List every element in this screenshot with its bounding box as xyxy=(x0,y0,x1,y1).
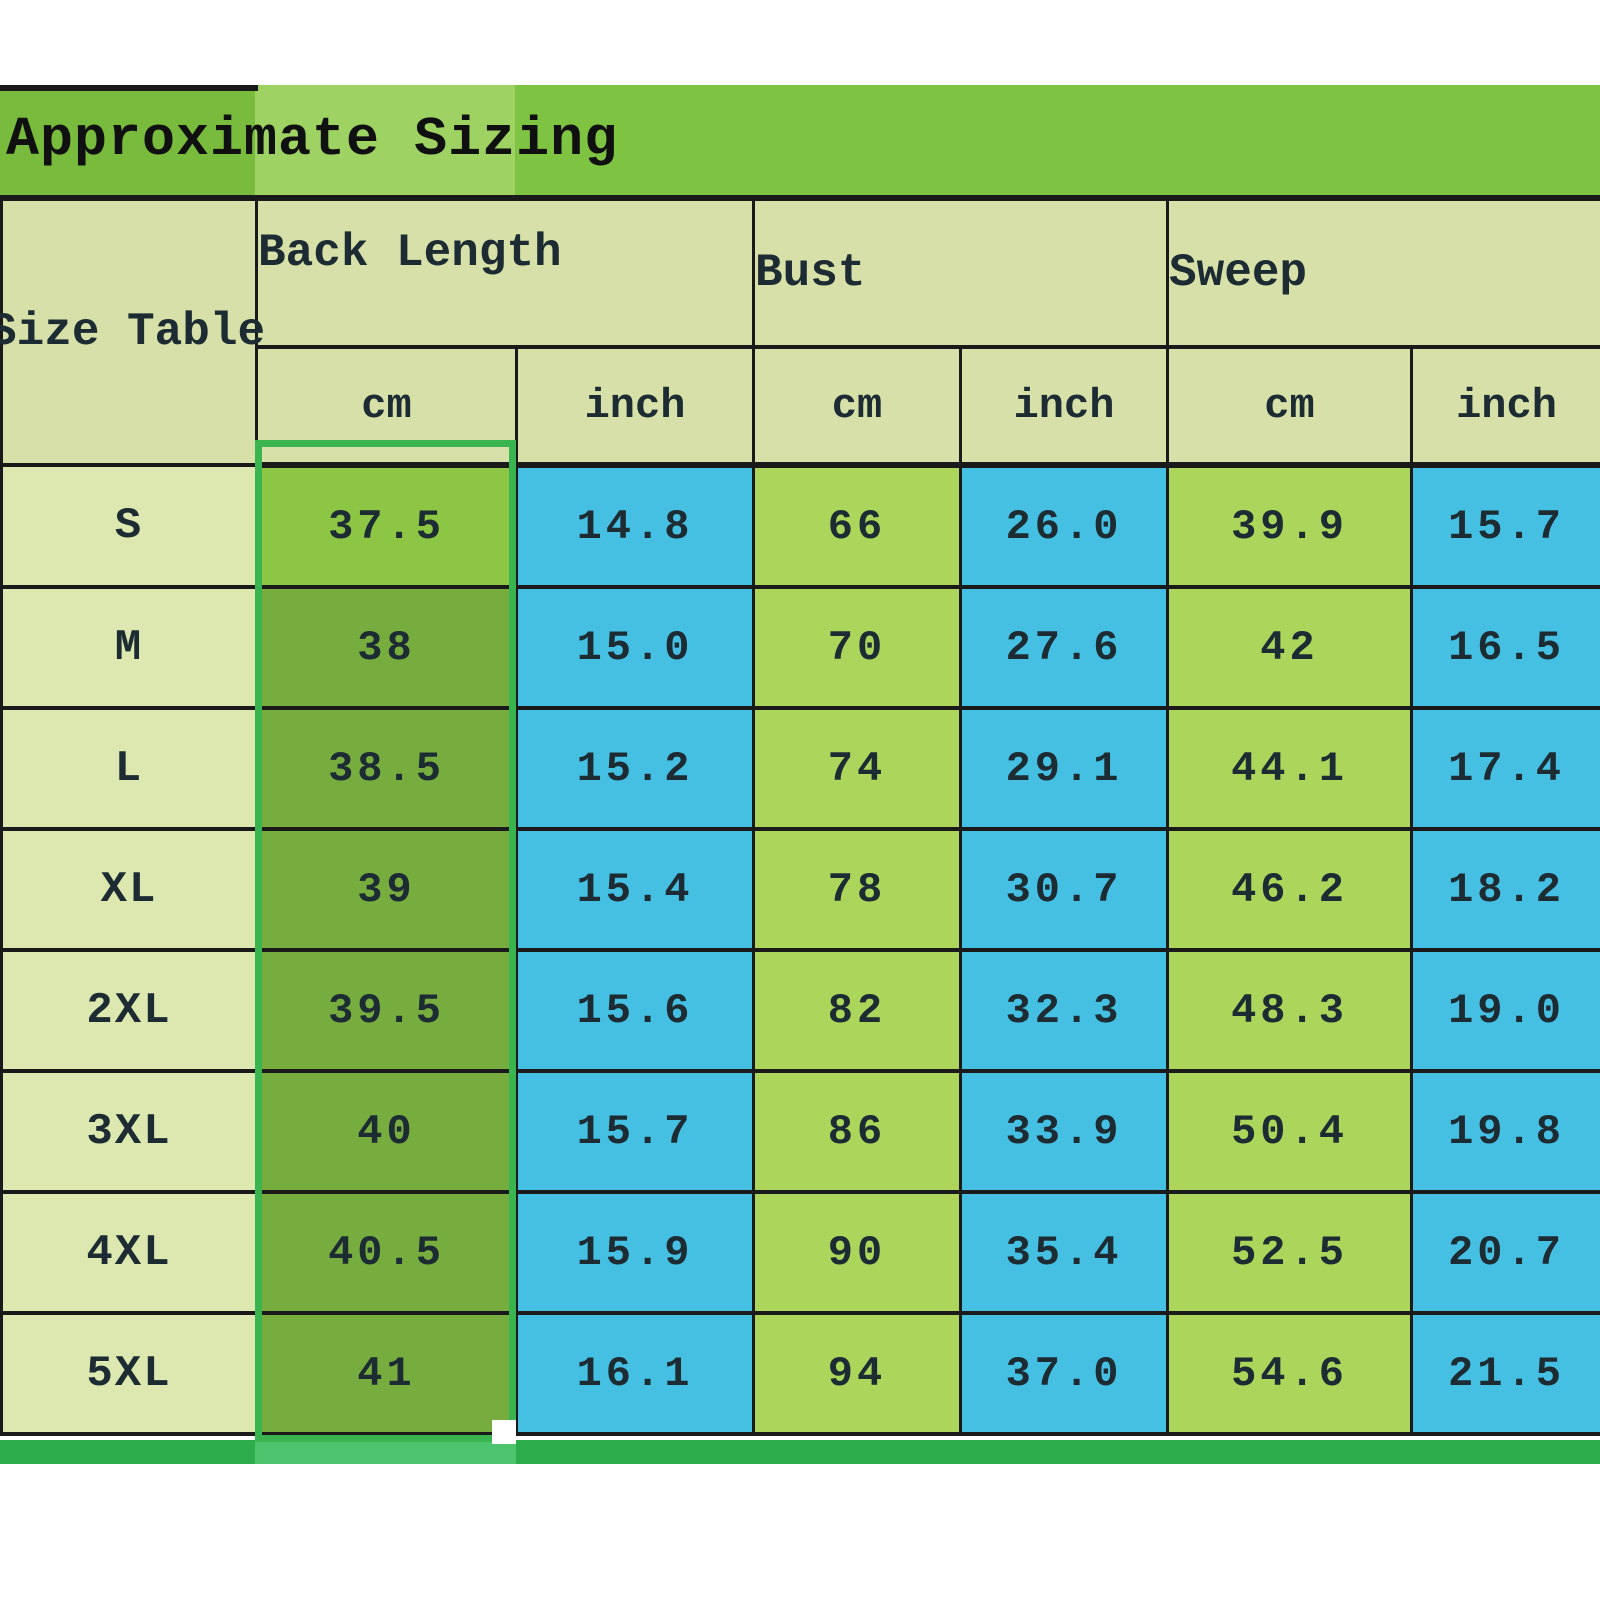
sizing-table: Size Table Back Length Bust Sweep cm inc… xyxy=(0,195,1600,1436)
table-row: 3XL 40 15.7 86 33.9 50.4 19.8 xyxy=(0,1069,1600,1194)
corner-header-size-table: Size Table xyxy=(0,195,265,467)
data-cell: 39.5 xyxy=(255,948,518,1073)
data-cell: 15.4 xyxy=(515,827,755,952)
size-label-cell: S xyxy=(0,463,258,589)
size-label-cell: 5XL xyxy=(0,1311,258,1436)
data-cell: 48.3 xyxy=(1166,948,1414,1073)
table-row: M 38 15.0 70 27.6 42 16.5 xyxy=(0,585,1600,710)
data-cell: 39.9 xyxy=(1166,463,1414,589)
data-cell: 90 xyxy=(752,1190,962,1315)
size-label-cell: M xyxy=(0,585,258,710)
title-bar-light-band xyxy=(255,85,515,195)
data-cell: 15.7 xyxy=(1410,463,1600,589)
data-cell: 46.2 xyxy=(1166,827,1414,952)
data-cell: 15.0 xyxy=(515,585,755,710)
data-cell: 16.5 xyxy=(1410,585,1600,710)
data-cell: 19.8 xyxy=(1410,1069,1600,1194)
unit-header-cm: cm xyxy=(255,345,518,468)
data-cell: 94 xyxy=(752,1311,962,1436)
unit-header-inch: inch xyxy=(515,345,755,468)
unit-header-inch: inch xyxy=(1410,345,1600,468)
data-cell: 15.7 xyxy=(515,1069,755,1194)
group-header-back-length: Back Length xyxy=(255,195,755,349)
data-cell: 50.4 xyxy=(1166,1069,1414,1194)
size-label-cell: XL xyxy=(0,827,258,952)
data-cell: 18.2 xyxy=(1410,827,1600,952)
size-label-cell: L xyxy=(0,706,258,831)
data-cell: 74 xyxy=(752,706,962,831)
data-cell: 78 xyxy=(752,827,962,952)
data-cell: 21.5 xyxy=(1410,1311,1600,1436)
bottom-strip-highlight xyxy=(255,1440,516,1464)
bottom-green-strip xyxy=(0,1440,1600,1464)
data-cell: 39 xyxy=(255,827,518,952)
data-cell: 82 xyxy=(752,948,962,1073)
data-cell: 15.2 xyxy=(515,706,755,831)
data-cell: 40.5 xyxy=(255,1190,518,1315)
data-cell: 19.0 xyxy=(1410,948,1600,1073)
data-cell: 27.6 xyxy=(958,585,1170,710)
data-cell: 86 xyxy=(752,1069,962,1194)
data-cell: 30.7 xyxy=(958,827,1170,952)
data-cell: 33.9 xyxy=(958,1069,1170,1194)
data-cell: 20.7 xyxy=(1410,1190,1600,1315)
data-cell: 44.1 xyxy=(1166,706,1414,831)
table-row: L 38.5 15.2 74 29.1 44.1 17.4 xyxy=(0,706,1600,831)
data-cell: 17.4 xyxy=(1410,706,1600,831)
group-header-bust: Bust xyxy=(751,195,1170,349)
unit-header-cm: cm xyxy=(752,345,962,468)
data-cell: 37.0 xyxy=(958,1311,1170,1436)
size-label-cell: 3XL xyxy=(0,1069,258,1194)
data-cell: 70 xyxy=(752,585,962,710)
data-cell: 41 xyxy=(255,1311,518,1436)
data-cell: 29.1 xyxy=(958,706,1170,831)
unit-header-cm: cm xyxy=(1166,345,1414,468)
data-cell: 26.0 xyxy=(958,463,1170,589)
title-bar: Approximate Sizing xyxy=(0,85,1600,195)
data-cell: 38 xyxy=(255,585,518,710)
title-bar-left-segment xyxy=(0,85,255,195)
data-cell: 52.5 xyxy=(1166,1190,1414,1315)
group-header-sweep: Sweep xyxy=(1166,195,1600,349)
table-row: S 37.5 14.8 66 26.0 39.9 15.7 xyxy=(0,463,1600,589)
size-label-cell: 4XL xyxy=(0,1190,258,1315)
table-row: 5XL 41 16.1 94 37.0 54.6 21.5 xyxy=(0,1311,1600,1436)
data-cell: 35.4 xyxy=(958,1190,1170,1315)
data-cell: 38.5 xyxy=(255,706,518,831)
data-cell: 37.5 xyxy=(255,463,518,589)
data-cell: 54.6 xyxy=(1166,1311,1414,1436)
size-label-cell: 2XL xyxy=(0,948,258,1073)
table-row: 4XL 40.5 15.9 90 35.4 52.5 20.7 xyxy=(0,1190,1600,1315)
page-title: Approximate Sizing xyxy=(6,108,619,171)
data-cell: 32.3 xyxy=(958,948,1170,1073)
unit-header-inch: inch xyxy=(958,345,1170,468)
table-row: XL 39 15.4 78 30.7 46.2 18.2 xyxy=(0,827,1600,952)
data-cell: 66 xyxy=(752,463,962,589)
data-cell: 14.8 xyxy=(515,463,755,589)
data-cell: 15.6 xyxy=(515,948,755,1073)
data-cell: 40 xyxy=(255,1069,518,1194)
data-cell: 16.1 xyxy=(515,1311,755,1436)
title-bar-top-border xyxy=(0,85,258,91)
corner-header-label: Size Table xyxy=(0,306,266,358)
data-cell: 15.9 xyxy=(515,1190,755,1315)
data-cell: 42 xyxy=(1166,585,1414,710)
table-row: 2XL 39.5 15.6 82 32.3 48.3 19.0 xyxy=(0,948,1600,1073)
